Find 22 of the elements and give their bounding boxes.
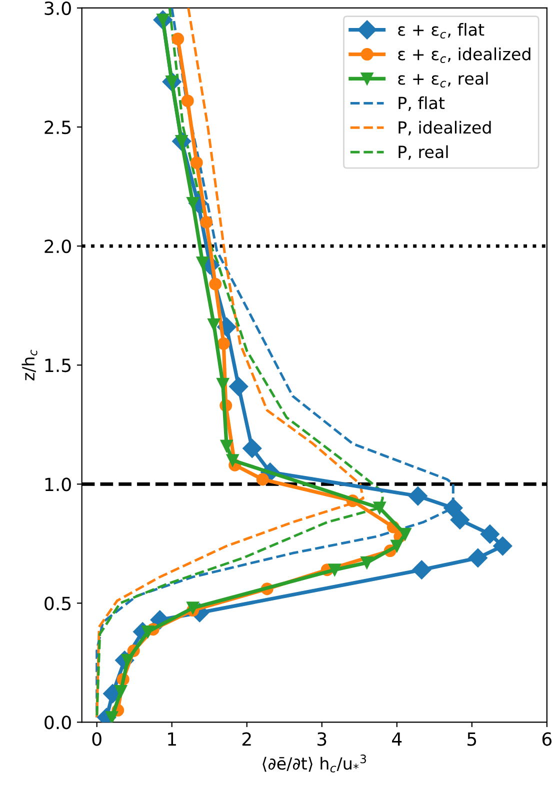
y-tick-label: 1.5 — [45, 358, 71, 372]
legend-label: ε + ε$_{c}$, real — [398, 72, 488, 88]
x-tick-label: 2 — [242, 732, 251, 746]
legend-label: P, real — [398, 145, 448, 160]
x-tick-label: 0 — [92, 732, 102, 746]
y-tick-label: 2.0 — [44, 240, 71, 254]
legend-label: ε + ε$_{c}$, flat — [398, 22, 484, 39]
x-axis-title: ⟨∂ē/∂t⟩ h$_{c}$/u$_{*}$$^{3}$ — [262, 754, 366, 772]
legend-label: ε + ε$_{c}$, idealized — [398, 47, 530, 64]
x-tick-label: 6 — [542, 732, 552, 746]
legend-label: P, flat — [398, 96, 445, 111]
x-tick-label: 4 — [392, 732, 402, 746]
y-tick-label: 3.0 — [44, 1, 71, 16]
x-tick-label: 5 — [468, 732, 476, 746]
y-axis-title: z/h$_{c}$ — [22, 350, 38, 380]
x-tick-label: 1 — [168, 732, 176, 746]
y-tick-label: 1.0 — [45, 478, 71, 492]
y-tick-label: 0.5 — [44, 596, 71, 610]
x-tick-label: 3 — [318, 732, 326, 746]
y-tick-label: 2.5 — [44, 120, 71, 134]
legend-label: P, idealized — [398, 120, 491, 136]
y-tick-label: 0.0 — [44, 716, 71, 730]
